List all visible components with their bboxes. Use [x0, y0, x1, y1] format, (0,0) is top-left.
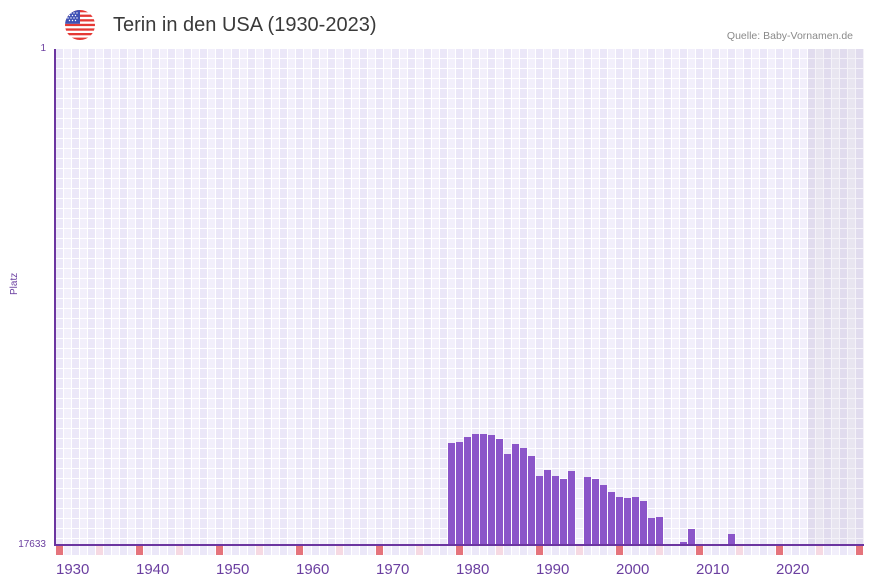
bar-1996	[584, 477, 591, 545]
bar-1988	[520, 447, 527, 545]
x-tick-1930: 1930	[56, 561, 90, 578]
source-credit: Quelle: Baby-Vornamen.de	[726, 30, 853, 42]
half-decade-marker-2005	[656, 546, 663, 555]
x-tick-1950: 1950	[216, 561, 250, 578]
y-tick-top: 1	[40, 43, 46, 54]
x-tick-1960: 1960	[296, 561, 330, 578]
y-axis-title: Platz	[9, 272, 20, 295]
bar-2004	[648, 517, 655, 545]
x-tick-2020: 2020	[776, 561, 810, 578]
x-axis-line	[54, 544, 864, 546]
bar-1993	[560, 479, 567, 545]
bar-1992	[552, 475, 559, 545]
decade-marker-1990	[536, 546, 543, 555]
decade-marker-1950	[216, 546, 223, 555]
decade-marker-2030	[856, 546, 863, 555]
bar-1991	[544, 470, 551, 545]
bar-1990	[536, 475, 543, 545]
bar-2014	[728, 533, 735, 545]
decade-marker-2020	[776, 546, 783, 555]
y-tick-bottom: 17633	[18, 539, 46, 550]
bar-1980	[456, 441, 463, 545]
bar-2000	[616, 497, 623, 545]
decade-marker-2000	[616, 546, 623, 555]
x-tick-1970: 1970	[376, 561, 410, 578]
future-years-shade	[808, 49, 864, 545]
half-decade-marker-1955	[256, 546, 263, 555]
chart-title: Terin in den USA (1930-2023)	[113, 14, 377, 36]
bar-1994	[568, 470, 575, 545]
decade-marker-1940	[136, 546, 143, 555]
bar-1998	[600, 484, 607, 545]
bar-2002	[632, 497, 639, 545]
bar-1999	[608, 492, 615, 545]
year-marker-row	[56, 546, 864, 555]
bar-1981	[464, 436, 471, 545]
half-decade-marker-2025	[816, 546, 823, 555]
bar-1979	[448, 442, 455, 545]
bar-2008	[680, 542, 687, 545]
x-tick-2000: 2000	[616, 561, 650, 578]
decade-marker-1980	[456, 546, 463, 555]
x-tick-2010: 2010	[696, 561, 730, 578]
bar-1989	[528, 455, 535, 545]
y-axis-line	[54, 49, 56, 546]
decade-marker-2010	[696, 546, 703, 555]
bar-2009	[688, 528, 695, 545]
decade-marker-1960	[296, 546, 303, 555]
bar-1997	[592, 479, 599, 545]
half-decade-marker-2015	[736, 546, 743, 555]
bar-1987	[512, 443, 519, 545]
us-flag-icon	[65, 10, 95, 40]
half-decade-marker-1935	[96, 546, 103, 555]
x-tick-1980: 1980	[456, 561, 490, 578]
bar-2003	[640, 501, 647, 545]
bar-1986	[504, 453, 511, 545]
x-tick-1940: 1940	[136, 561, 170, 578]
half-decade-marker-1995	[576, 546, 583, 555]
half-decade-marker-1965	[336, 546, 343, 555]
bar-1984	[488, 434, 495, 545]
decade-marker-1970	[376, 546, 383, 555]
x-tick-1990: 1990	[536, 561, 570, 578]
bar-2001	[624, 497, 631, 545]
half-decade-marker-1985	[496, 546, 503, 555]
bar-1985	[496, 438, 503, 545]
bar-2005	[656, 517, 663, 545]
decade-marker-1930	[56, 546, 63, 555]
bar-1983	[480, 434, 487, 545]
bar-1982	[472, 434, 479, 545]
half-decade-marker-1975	[416, 546, 423, 555]
half-decade-marker-1945	[176, 546, 183, 555]
